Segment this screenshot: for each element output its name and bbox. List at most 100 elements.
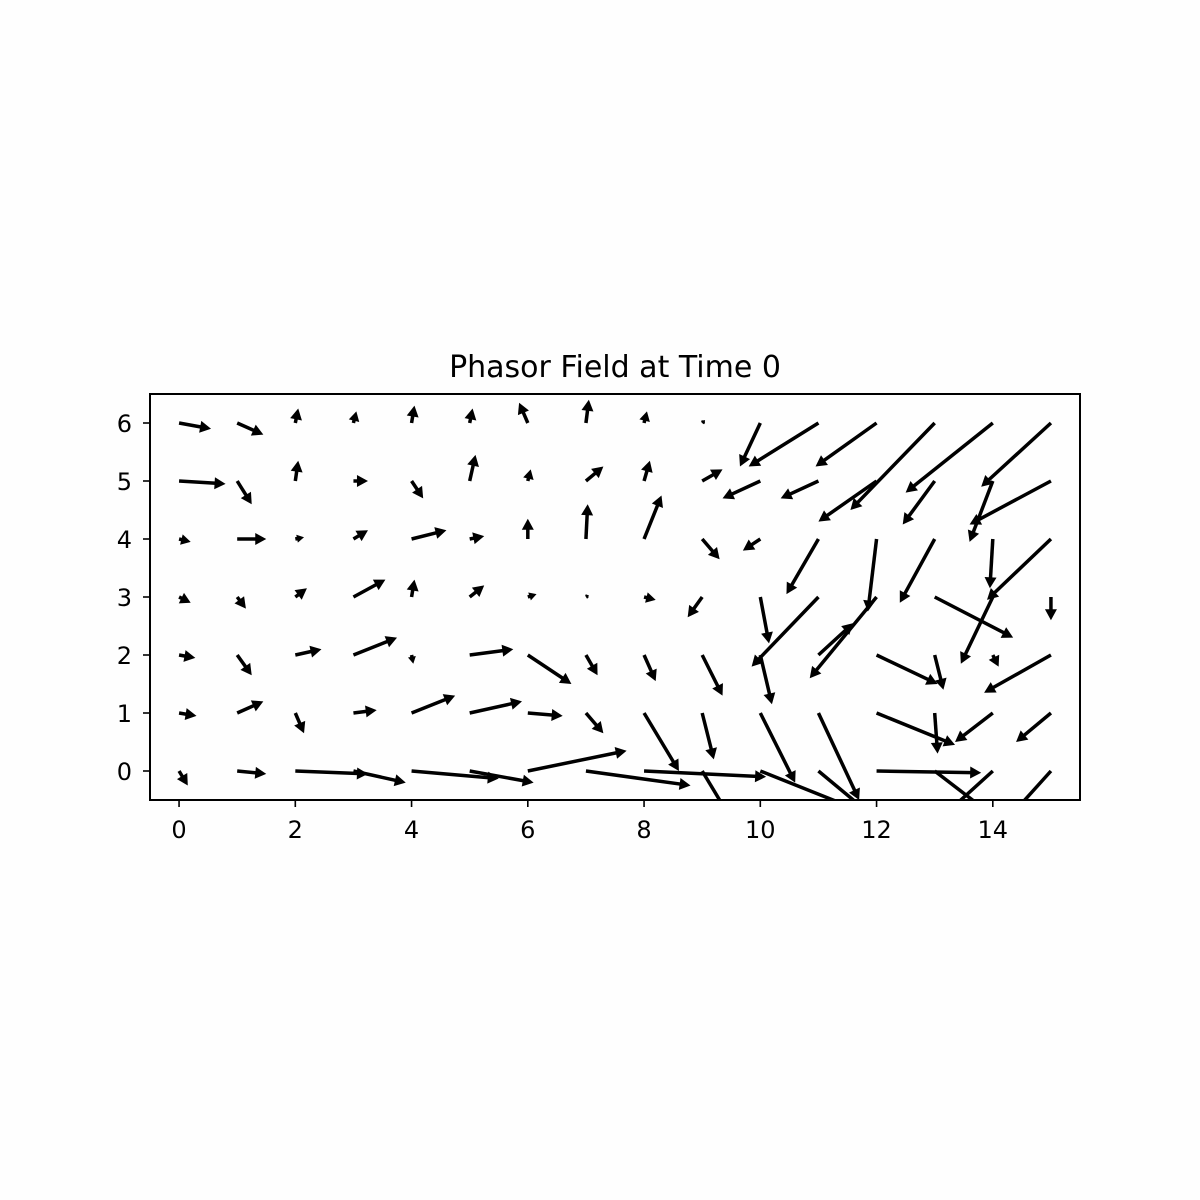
- arrow-8-6: [639, 411, 650, 424]
- arrow-0-4: [178, 534, 191, 545]
- arrow-shaft: [526, 653, 565, 681]
- arrow-head: [393, 774, 406, 787]
- arrow-11-1: [816, 712, 860, 800]
- arrow-shaft: [789, 538, 820, 587]
- arrow-8-1: [642, 712, 679, 771]
- arrow-head: [501, 644, 514, 657]
- arrow-head: [240, 662, 252, 676]
- arrow-head: [742, 539, 756, 551]
- x-tick-label: 4: [404, 816, 419, 844]
- arrow-15-0: [1022, 769, 1053, 800]
- arrow-4-3: [406, 579, 419, 598]
- arrow-7-6: [581, 399, 594, 424]
- arrow-shaft: [855, 421, 936, 505]
- arrow-10-0: [759, 769, 838, 800]
- arrow-1-1: [236, 700, 264, 715]
- arrow-shaft: [700, 712, 714, 751]
- arrow-head: [176, 772, 188, 786]
- arrow-head: [1016, 730, 1029, 742]
- arrow-head: [841, 623, 854, 635]
- arrow-head: [591, 721, 604, 734]
- arrow-3-3: [352, 579, 386, 599]
- arrow-9-4: [700, 537, 720, 560]
- arrow-head: [234, 596, 246, 609]
- arrow-13-3: [933, 595, 1014, 638]
- x-tick-label: 10: [745, 816, 776, 844]
- arrow-shaft: [701, 472, 716, 483]
- arrow-head: [722, 488, 736, 500]
- arrow-shaft: [961, 711, 994, 738]
- arrow-head: [786, 581, 798, 595]
- arrow-3-6: [348, 411, 360, 424]
- arrow-head: [905, 481, 918, 493]
- arrow-12-0: [876, 766, 982, 779]
- arrow-head: [761, 631, 773, 644]
- arrow-head: [290, 460, 303, 473]
- arrow-head: [523, 469, 534, 480]
- arrow-1-0: [237, 766, 267, 779]
- arrow-4-6: [406, 405, 419, 424]
- arrow-11-4: [786, 538, 820, 595]
- arrow-shaft: [294, 649, 313, 657]
- arrow-6-0: [527, 747, 627, 773]
- y-tick-label: 5: [117, 468, 132, 496]
- arrow-head: [412, 485, 424, 499]
- arrow-shaft: [825, 479, 878, 518]
- arrow-0-0: [176, 770, 188, 786]
- arrow-head: [780, 488, 794, 500]
- arrow-head: [763, 692, 776, 705]
- arrow-shaft: [758, 712, 793, 775]
- arrow-shaft: [932, 712, 939, 745]
- arrow-head: [754, 770, 767, 783]
- arrow-13-5: [902, 479, 937, 525]
- arrow-8-0: [643, 769, 767, 783]
- arrow-shaft: [353, 709, 368, 715]
- arrow-14-1: [955, 711, 994, 742]
- arrow-0-3: [178, 592, 191, 604]
- arrow-shaft: [991, 653, 1052, 690]
- arrow-shaft: [469, 701, 514, 715]
- arrow-head: [250, 424, 264, 436]
- arrow-8-2: [642, 654, 657, 682]
- x-axis: 0 2 4 6 8 10 12 14: [171, 800, 1008, 844]
- arrow-shaft: [822, 421, 878, 463]
- arrow-3-0: [353, 769, 406, 787]
- arrow-14-4: [984, 538, 997, 589]
- arrow-head: [849, 787, 860, 800]
- arrow-shaft: [584, 711, 599, 728]
- arrow-12-6: [815, 421, 878, 467]
- arrow-13-0: [933, 769, 976, 800]
- arrow-head: [406, 405, 419, 418]
- arrow-8-3: [643, 592, 656, 603]
- arrow-head: [558, 672, 572, 684]
- arrow-shaft: [814, 595, 878, 672]
- arrow-shaft: [411, 530, 438, 541]
- arrow-head: [705, 747, 717, 760]
- arrow-12-4: [863, 538, 879, 612]
- arrow-head: [930, 742, 943, 754]
- arrow-head: [355, 530, 368, 542]
- arrow-head: [509, 697, 522, 710]
- arrow-shaft: [788, 479, 820, 497]
- arrow-head: [434, 527, 447, 539]
- arrow-10-4: [742, 537, 762, 551]
- arrow-shaft: [730, 479, 762, 497]
- arrow-shaft: [642, 503, 660, 540]
- arrow-head: [984, 682, 997, 693]
- y-tick-label: 1: [117, 700, 132, 728]
- arrow-shaft: [1022, 769, 1053, 800]
- arrow-7-4: [581, 504, 594, 540]
- arrow-12-2: [875, 653, 938, 685]
- arrow-head: [1000, 627, 1014, 638]
- arrow-head: [967, 529, 980, 542]
- arrow-head: [384, 636, 398, 648]
- arrow-shaft: [742, 422, 762, 459]
- arrow-head: [591, 466, 604, 479]
- arrow-head: [551, 709, 563, 721]
- arrow-shaft: [584, 409, 590, 424]
- arrow-2-5: [290, 460, 303, 482]
- arrow-head: [739, 453, 751, 467]
- arrow-head: [296, 534, 305, 543]
- arrow-10-1: [758, 712, 796, 783]
- arrow-shaft: [178, 479, 217, 486]
